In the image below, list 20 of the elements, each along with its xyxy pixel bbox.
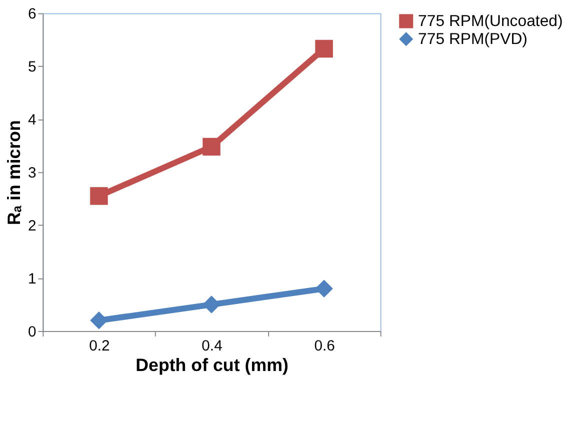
y-tick-label: 4	[28, 112, 36, 129]
x-tick-label: 0.4	[202, 338, 222, 354]
y-tick-label: 1	[28, 272, 36, 288]
y-axis-title: Rₐ in micron	[4, 120, 24, 226]
y-tick-label: 0	[28, 324, 36, 340]
point	[90, 187, 108, 205]
x-tick-label: 0.6	[314, 338, 335, 354]
x-axis-title: Depth of cut (mm)	[136, 355, 288, 376]
point	[202, 138, 220, 156]
legend-label: 775 RPM(PVD)	[418, 31, 528, 48]
point	[315, 40, 333, 58]
point	[315, 280, 333, 298]
x-tick-label: 0.2	[89, 338, 110, 354]
point	[202, 296, 220, 314]
y-tick-label: 6	[28, 6, 36, 23]
y-tick-label: 5	[28, 60, 36, 76]
legend-label: 775 RPM(Uncoated)	[418, 13, 563, 30]
y-tick-label: 3	[28, 166, 36, 182]
point	[90, 312, 108, 330]
y-tick-label: 2	[28, 218, 36, 235]
